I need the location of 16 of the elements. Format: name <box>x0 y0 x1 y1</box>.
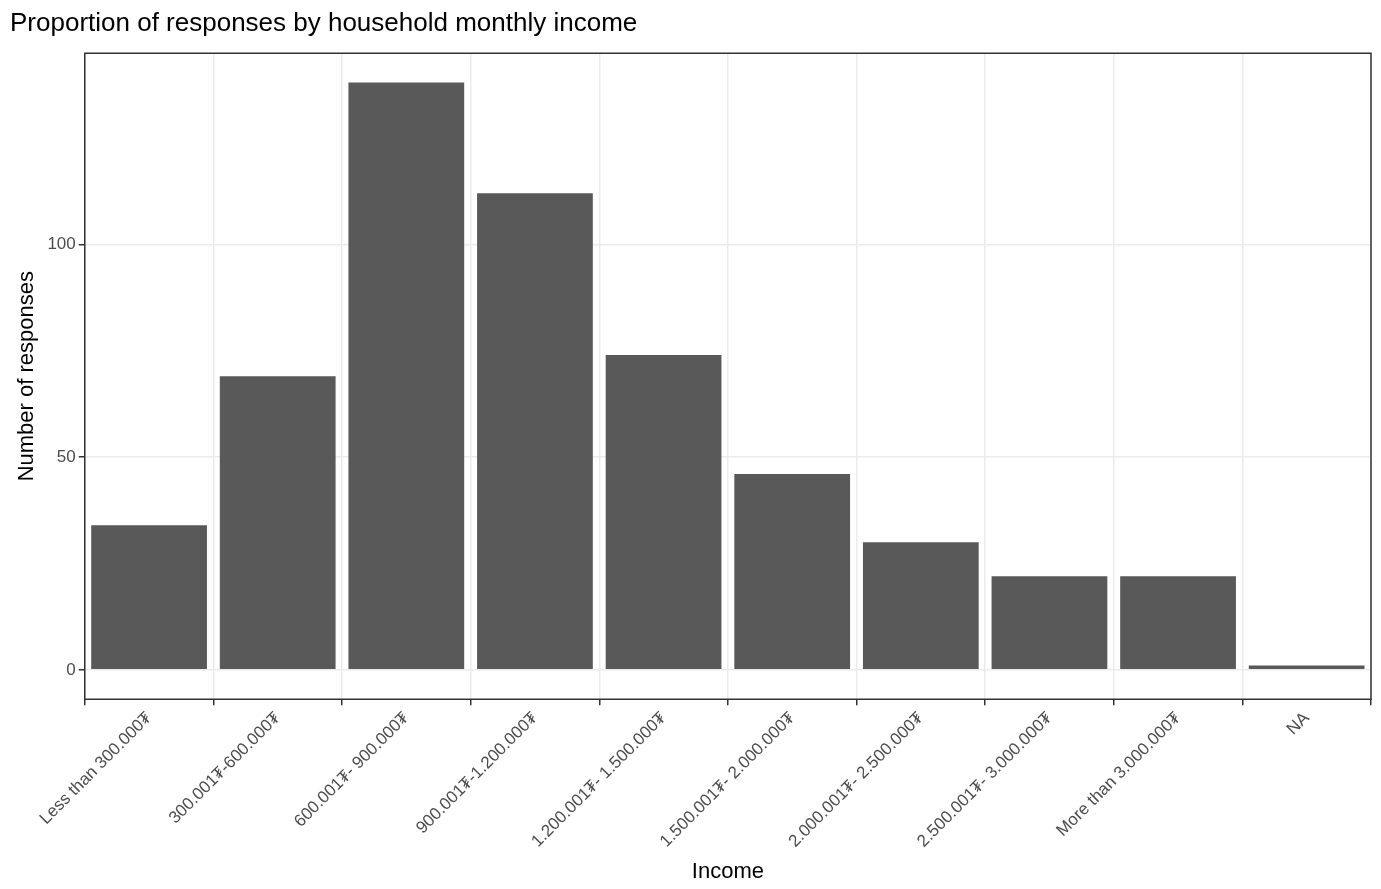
x-axis-title: Income <box>691 857 764 883</box>
y-tick-label: 50 <box>56 446 76 466</box>
bar <box>862 542 979 670</box>
bar <box>219 376 336 670</box>
bar <box>734 474 851 670</box>
y-tick-label: 0 <box>66 659 76 679</box>
bar <box>348 82 465 670</box>
bar <box>991 576 1108 670</box>
chart-title: Proportion of responses by household monthly income <box>10 6 638 37</box>
y-tick-label: 100 <box>47 233 76 253</box>
bar <box>477 193 593 670</box>
bar <box>91 525 207 670</box>
bar <box>1120 576 1236 670</box>
y-axis-title: Number of responses <box>13 271 39 482</box>
bar <box>605 354 722 670</box>
x-tick-label: NA <box>1282 707 1314 739</box>
